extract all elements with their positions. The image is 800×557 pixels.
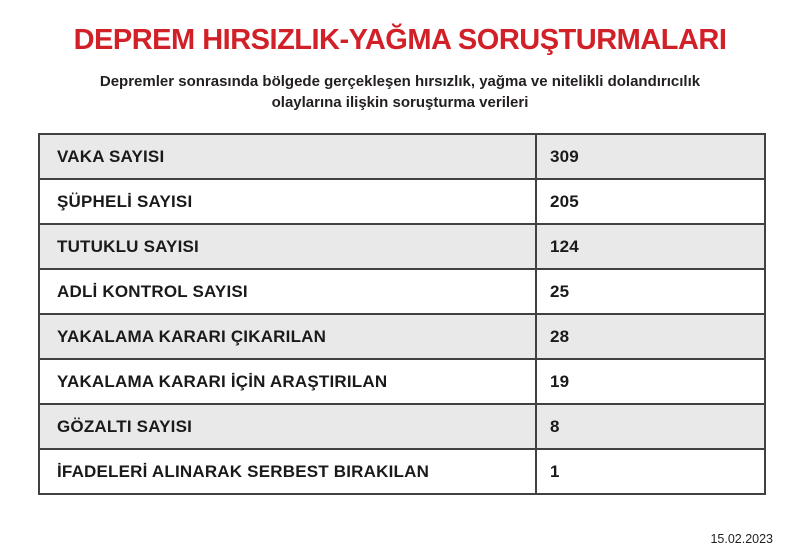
row-value: 8 <box>535 403 766 450</box>
page-subtitle: Depremler sonrasında bölgede gerçekleşen… <box>30 71 770 113</box>
date-stamp: 15.02.2023 <box>710 532 773 546</box>
table-row: GÖZALTI SAYISI 8 <box>38 403 766 450</box>
row-label: YAKALAMA KARARI İÇİN ARAŞTIRILAN <box>38 358 537 405</box>
table-row: TUTUKLU SAYISI 124 <box>38 223 766 270</box>
table-row: İFADELERİ ALINARAK SERBEST BIRAKILAN 1 <box>38 448 766 495</box>
subtitle-line-2: olaylarına ilişkin soruşturma verileri <box>271 94 529 111</box>
row-label: ŞÜPHELİ SAYISI <box>38 178 537 225</box>
row-label: VAKA SAYISI <box>38 133 537 180</box>
table-row: ŞÜPHELİ SAYISI 205 <box>38 178 766 225</box>
row-label: GÖZALTI SAYISI <box>38 403 537 450</box>
row-label: TUTUKLU SAYISI <box>38 223 537 270</box>
row-label: ADLİ KONTROL SAYISI <box>38 268 537 315</box>
table-row: YAKALAMA KARARI İÇİN ARAŞTIRILAN 19 <box>38 358 766 405</box>
page-title: DEPREM HIRSIZLIK-YAĞMA SORUŞTURMALARI <box>73 24 727 56</box>
row-label: İFADELERİ ALINARAK SERBEST BIRAKILAN <box>38 448 537 495</box>
row-value: 25 <box>535 268 766 315</box>
table-row: VAKA SAYISI 309 <box>38 133 766 180</box>
investigation-data-table: VAKA SAYISI 309 ŞÜPHELİ SAYISI 205 TUTUK… <box>38 133 766 495</box>
subtitle-line-1: Depremler sonrasında bölgede gerçekleşen… <box>99 73 701 90</box>
row-value: 205 <box>535 178 766 225</box>
table-row: ADLİ KONTROL SAYISI 25 <box>38 268 766 315</box>
row-value: 19 <box>535 358 766 405</box>
row-value: 1 <box>535 448 766 495</box>
row-value: 309 <box>535 133 766 180</box>
row-label: YAKALAMA KARARI ÇIKARILAN <box>38 313 537 360</box>
row-value: 28 <box>535 313 766 360</box>
row-value: 124 <box>535 223 766 270</box>
table-row: YAKALAMA KARARI ÇIKARILAN 28 <box>38 313 766 360</box>
